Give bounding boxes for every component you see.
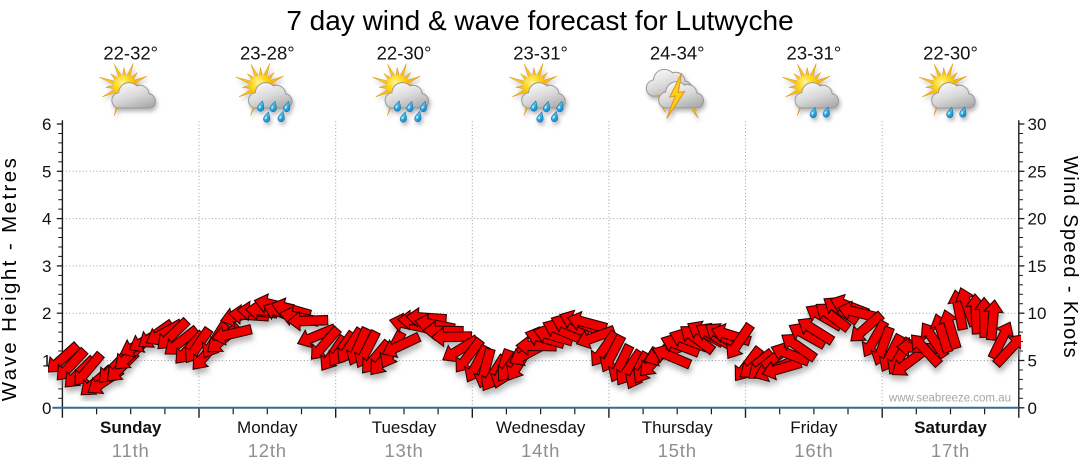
svg-text:7 day wind & wave forecast for: 7 day wind & wave forecast for Lutwyche <box>286 5 793 36</box>
svg-text:Sunday: Sunday <box>100 418 162 437</box>
svg-text:11th: 11th <box>112 440 150 461</box>
svg-text:23-31°: 23-31° <box>787 43 842 64</box>
svg-text:22-30°: 22-30° <box>923 43 978 64</box>
svg-text:20: 20 <box>1028 210 1047 229</box>
svg-text:13th: 13th <box>384 440 423 461</box>
svg-text:Wind Speed - Knots: Wind Speed - Knots <box>1059 156 1080 359</box>
svg-text:0: 0 <box>42 399 51 418</box>
svg-text:4: 4 <box>42 210 51 229</box>
svg-text:12th: 12th <box>248 440 287 461</box>
svg-text:Tuesday: Tuesday <box>372 418 437 437</box>
svg-text:0: 0 <box>1028 399 1037 418</box>
svg-text:2: 2 <box>42 304 51 323</box>
svg-text:Saturday: Saturday <box>914 418 987 437</box>
svg-text:15th: 15th <box>658 440 697 461</box>
svg-text:5: 5 <box>1028 352 1037 371</box>
svg-text:22-30°: 22-30° <box>377 43 432 64</box>
svg-text:30: 30 <box>1028 115 1047 134</box>
svg-text:Thursday: Thursday <box>642 418 713 437</box>
svg-text:www.seabreeze.com.au: www.seabreeze.com.au <box>888 393 1011 405</box>
svg-text:Monday: Monday <box>237 418 298 437</box>
svg-text:Friday: Friday <box>790 418 838 437</box>
svg-text:1: 1 <box>42 352 51 371</box>
svg-text:10: 10 <box>1028 304 1047 323</box>
svg-text:22-32°: 22-32° <box>103 43 158 64</box>
svg-text:15: 15 <box>1028 257 1047 276</box>
svg-text:16th: 16th <box>794 440 833 461</box>
svg-text:5: 5 <box>42 162 51 181</box>
svg-text:Wednesday: Wednesday <box>496 418 586 437</box>
svg-text:24-34°: 24-34° <box>650 43 705 64</box>
svg-text:25: 25 <box>1028 162 1047 181</box>
svg-text:17th: 17th <box>931 440 970 461</box>
svg-text:Wave Height - Metres: Wave Height - Metres <box>0 156 21 401</box>
svg-text:23-28°: 23-28° <box>240 43 295 64</box>
svg-text:14th: 14th <box>521 440 560 461</box>
svg-text:23-31°: 23-31° <box>513 43 568 64</box>
svg-text:3: 3 <box>42 257 51 276</box>
svg-text:6: 6 <box>42 115 51 134</box>
